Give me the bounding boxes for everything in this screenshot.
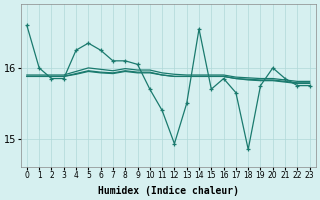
X-axis label: Humidex (Indice chaleur): Humidex (Indice chaleur) [98, 186, 239, 196]
